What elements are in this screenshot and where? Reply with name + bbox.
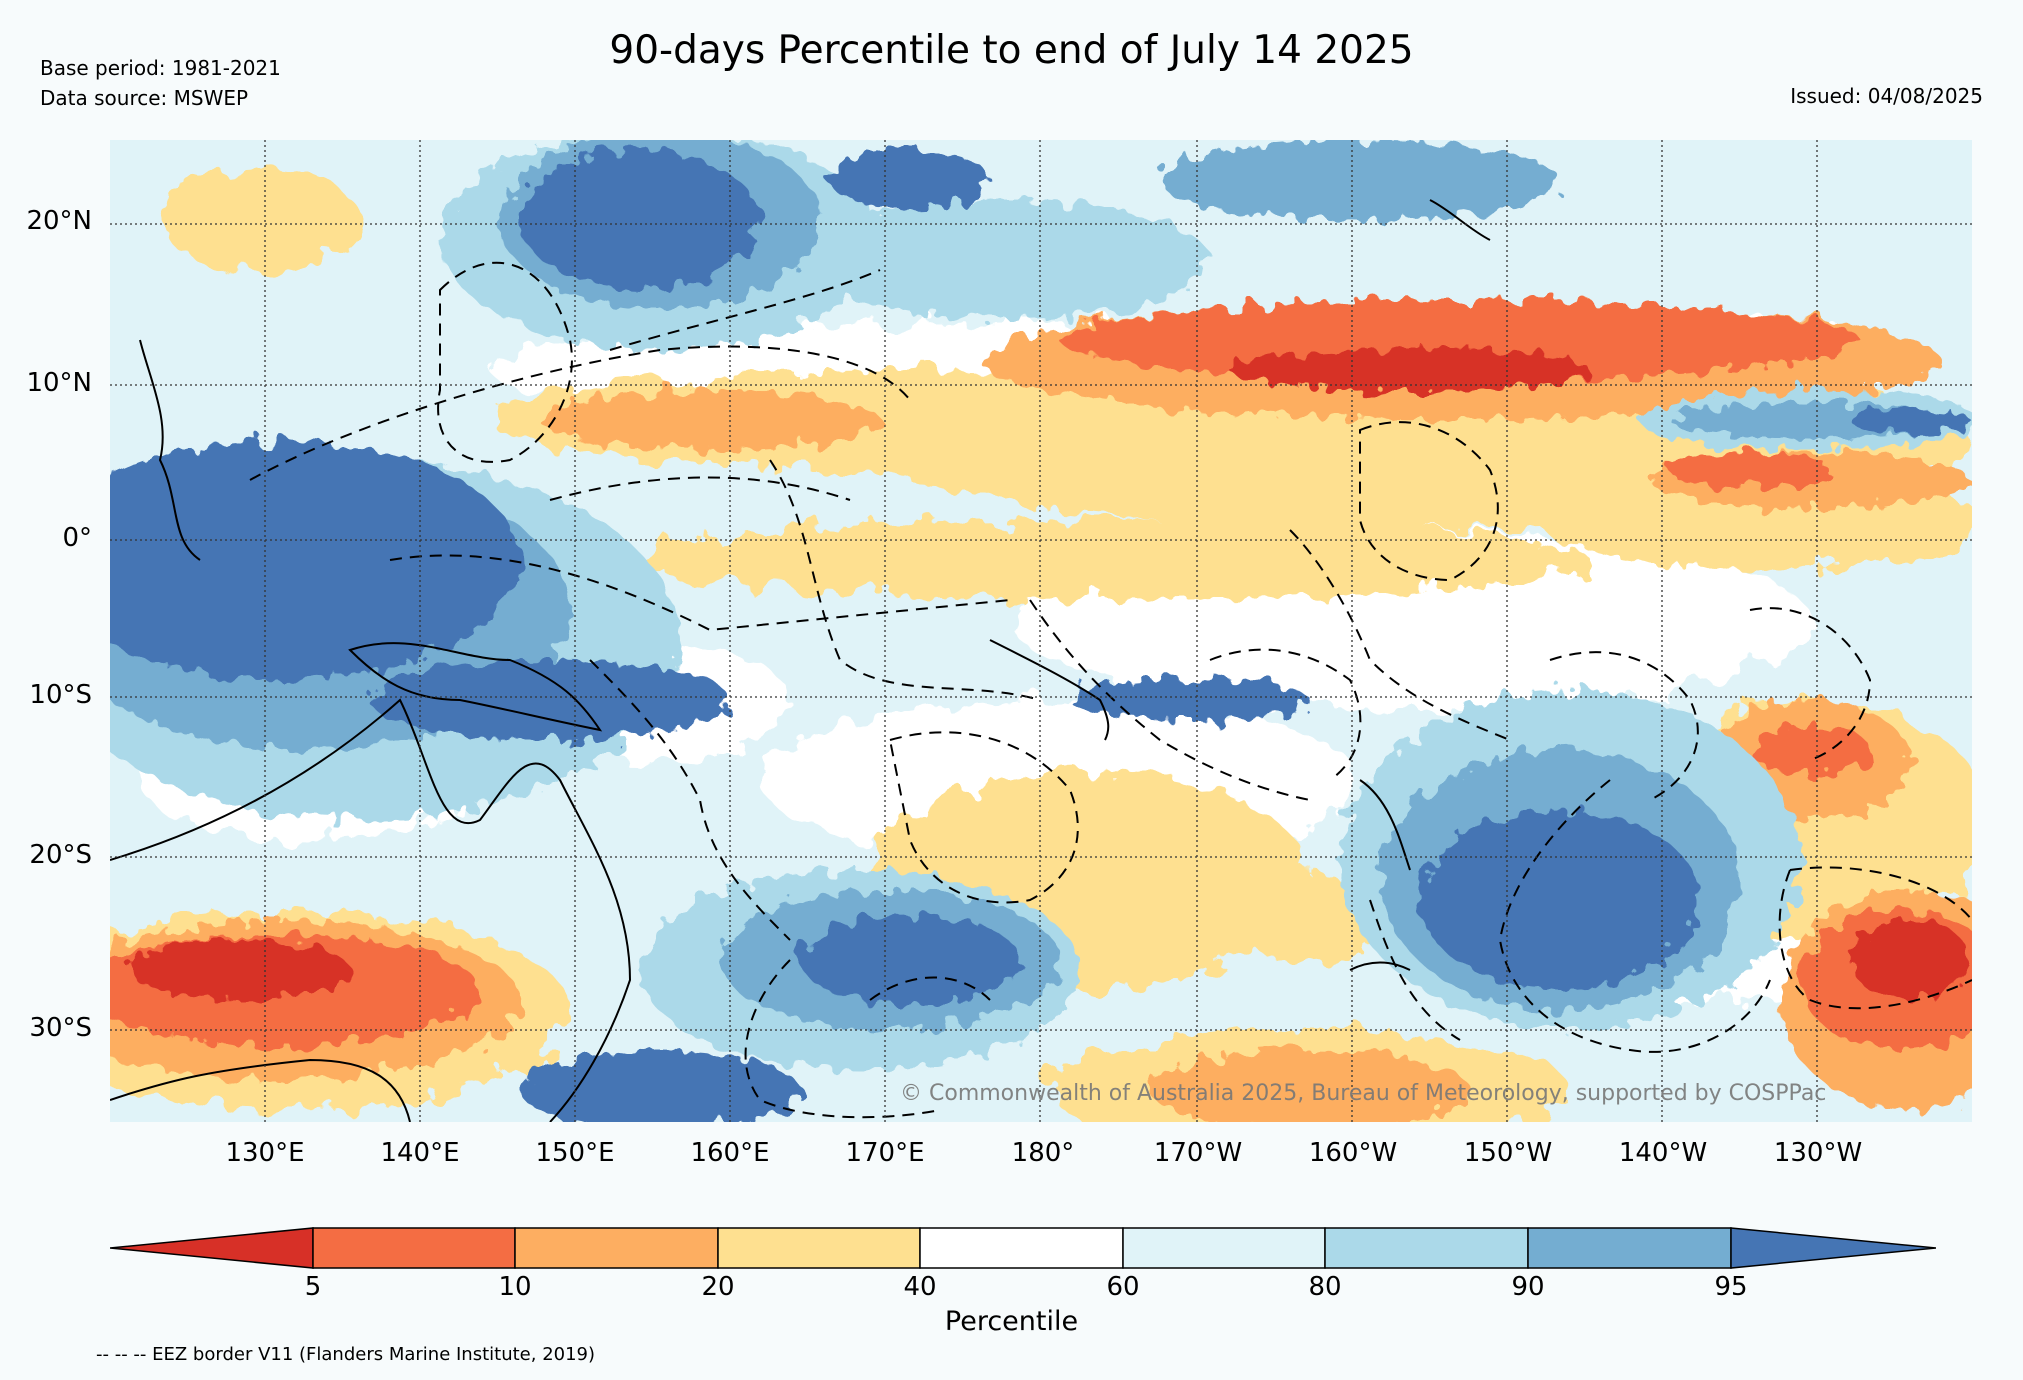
lon-label-160e: 160°E	[690, 1138, 770, 1168]
colorbar-tick-60: 60	[1106, 1272, 1140, 1302]
colorbar-min-arrow	[110, 1227, 314, 1269]
map-canvas	[110, 140, 1972, 1122]
eez-footnote: -- -- -- EEZ border V11 (Flanders Marine…	[96, 1344, 596, 1365]
colorbar-segment-60-80	[1122, 1227, 1326, 1269]
colorbar-segment-90-95	[1527, 1227, 1732, 1269]
colorbar-tick-10: 10	[498, 1272, 532, 1302]
lat-label-20s: 20°S	[29, 840, 92, 870]
colorbar-segment-80-90	[1324, 1227, 1529, 1269]
lat-label-30s: 30°S	[29, 1013, 92, 1043]
lat-label-10s: 10°S	[29, 680, 92, 710]
graticule	[110, 140, 1972, 1122]
colorbar-tick-80: 80	[1308, 1272, 1342, 1302]
new-guinea-coastline	[348, 642, 603, 732]
colorbar-segment-40-60	[919, 1227, 1124, 1269]
coastlines	[110, 199, 1491, 1122]
percentile-map	[110, 140, 1972, 1122]
colorbar-max-arrow	[1730, 1227, 1936, 1269]
colorbar-tick-20: 20	[701, 1272, 735, 1302]
map-title: 90-days Percentile to end of July 14 202…	[609, 28, 1414, 73]
base-period-text: Base period: 1981-2021	[40, 56, 281, 80]
wet-anomaly-areas	[110, 140, 1972, 1122]
lon-label-130e: 130°E	[225, 1138, 305, 1168]
lon-label-150e: 150°E	[535, 1138, 615, 1168]
lon-label-170w: 170°W	[1153, 1138, 1243, 1168]
issued-date-text: Issued: 04/08/2025	[1790, 84, 1983, 108]
colorbar-segment-5-10	[312, 1227, 516, 1269]
colorbar-tick-40: 40	[903, 1272, 937, 1302]
data-source-text: Data source: MSWEP	[40, 86, 249, 110]
dry-anomaly-areas-stronger	[110, 300, 1972, 1122]
lat-label-20n: 20°N	[26, 206, 92, 236]
lat-label-equator: 0°	[62, 523, 92, 553]
lon-label-180: 180°	[1011, 1138, 1075, 1168]
lon-label-150w: 150°W	[1463, 1138, 1553, 1168]
australia-coastline	[110, 698, 632, 1122]
lon-label-160w: 160°W	[1308, 1138, 1398, 1168]
lon-label-140w: 140°W	[1618, 1138, 1708, 1168]
eez-borders	[249, 261, 1972, 1119]
colorbar-tick-90: 90	[1511, 1272, 1545, 1302]
colorbar-segment-20-40	[717, 1227, 921, 1269]
colorbar	[110, 1227, 1936, 1269]
copyright-notice: © Commonwealth of Australia 2025, Bureau…	[900, 1081, 1827, 1106]
lon-label-140e: 140°E	[380, 1138, 460, 1168]
colorbar-tick-5: 5	[304, 1272, 322, 1302]
lat-label-10n: 10°N	[26, 368, 92, 398]
colorbar-tick-95: 95	[1714, 1272, 1748, 1302]
colorbar-segment-10-20	[514, 1227, 719, 1269]
lon-label-170e: 170°E	[845, 1138, 925, 1168]
colorbar-label: Percentile	[944, 1306, 1079, 1337]
lon-label-130w: 130°W	[1773, 1138, 1863, 1168]
